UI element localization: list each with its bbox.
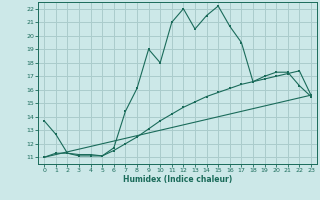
X-axis label: Humidex (Indice chaleur): Humidex (Indice chaleur) bbox=[123, 175, 232, 184]
